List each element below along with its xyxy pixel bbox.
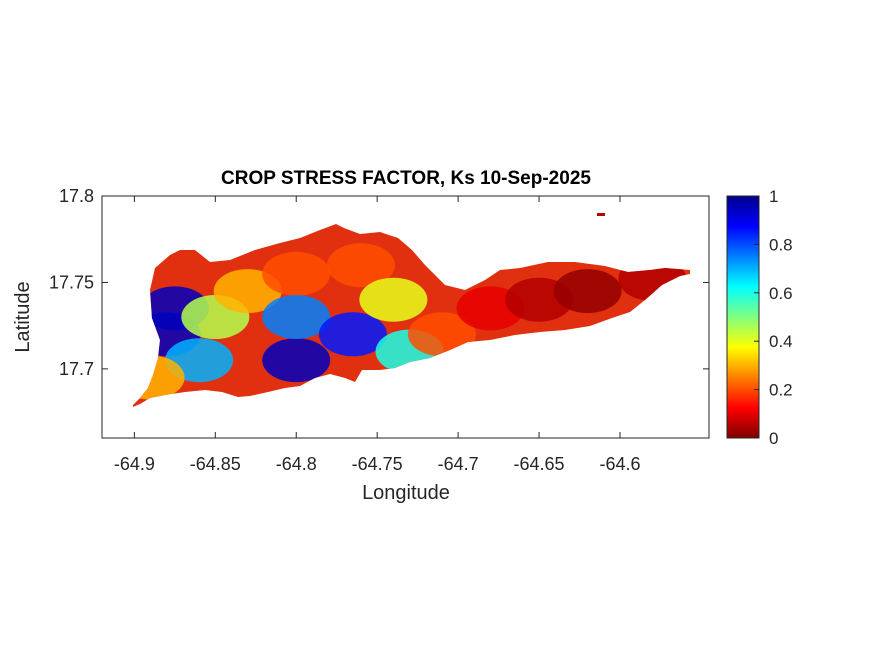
chart-title: CROP STRESS FACTOR, Ks 10-Sep-2025 — [221, 168, 591, 189]
stress-region-9 — [326, 243, 395, 288]
x-axis: -64.9 -64.85 -64.8 -64.75 -64.7 -64.65 -64.6 — [114, 196, 640, 474]
y-tick-label: 17.7 — [59, 359, 94, 379]
stress-region-5 — [262, 251, 331, 296]
colorbar-tick-label: 0.8 — [769, 235, 793, 254]
stress-region-8 — [318, 312, 387, 357]
stress-region-7 — [262, 295, 331, 339]
colorbar-tick-label: 0.4 — [769, 332, 793, 351]
islet — [597, 213, 605, 216]
stress-region-6 — [262, 338, 331, 383]
colorbar — [726, 195, 760, 439]
x-tick-label: -64.75 — [352, 454, 403, 474]
stress-region-12 — [407, 312, 476, 357]
colorbar-tick-label: 0.6 — [769, 284, 793, 303]
x-tick-label: -64.9 — [114, 454, 155, 474]
colorbar-tick-label: 1 — [769, 187, 778, 206]
stress-region-15 — [553, 269, 622, 314]
x-tick-label: -64.6 — [599, 454, 640, 474]
x-tick-label: -64.8 — [276, 454, 317, 474]
x-tick-label: -64.85 — [190, 454, 241, 474]
x-axis-label: Longitude — [362, 482, 450, 504]
y-axis: 17.7 17.75 17.8 — [49, 186, 709, 379]
y-axis-label: Latitude — [12, 281, 34, 352]
x-tick-label: -64.65 — [514, 454, 565, 474]
x-tick-label: -64.7 — [438, 454, 479, 474]
stress-regions — [133, 243, 687, 400]
stress-region-10 — [359, 277, 428, 322]
y-tick-label: 17.8 — [59, 186, 94, 206]
colorbar-ticks: 0 0.2 0.4 0.6 0.8 1 — [754, 187, 793, 448]
colorbar-tick-label: 0 — [769, 429, 778, 448]
y-tick-label: 17.75 — [49, 272, 94, 292]
colorbar-tick-label: 0.2 — [769, 381, 793, 400]
